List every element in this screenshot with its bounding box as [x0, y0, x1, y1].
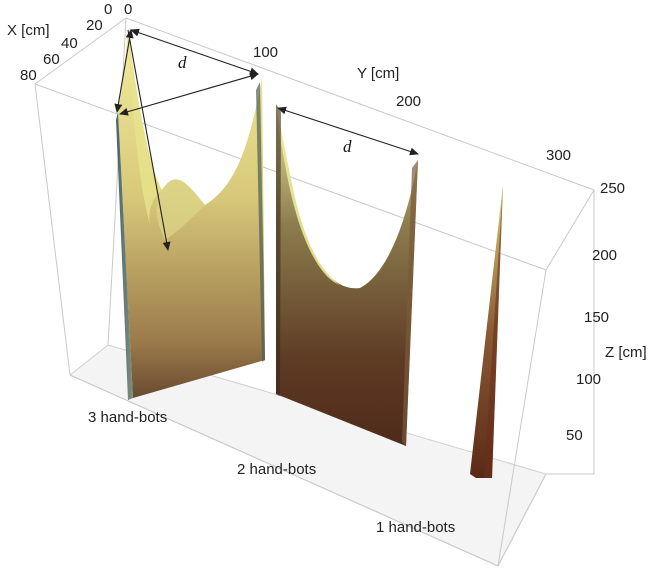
distance-label-1: d: [178, 53, 187, 72]
group-label-1-hand-bots: 1 hand-bots: [376, 519, 455, 536]
z-axis: 250 200 150 Z [cm] 100 50: [566, 180, 647, 444]
x-axis-label: X [cm]: [7, 22, 50, 39]
z-tick-50: 50: [566, 427, 583, 444]
group-label-3-hand-bots: 3 hand-bots: [88, 409, 167, 426]
z-tick-100: 100: [576, 371, 601, 388]
y-axis-label: Y [cm]: [357, 65, 399, 82]
y-tick-200: 200: [396, 93, 421, 110]
x-axis: X [cm] 0 20 40 60 80: [7, 1, 112, 84]
x-tick-0: 0: [104, 1, 112, 18]
z-tick-250: 250: [600, 180, 625, 197]
z-tick-150: 150: [584, 309, 609, 326]
distance-label-2: d: [343, 137, 352, 156]
bounding-box-front: [69, 374, 547, 567]
y-tick-100: 100: [253, 44, 278, 61]
group-label-2-hand-bots: 2 hand-bots: [237, 461, 316, 478]
x-tick-60: 60: [43, 51, 60, 68]
y-tick-0: 0: [124, 1, 132, 18]
surface-3-hand-bots: [116, 30, 265, 400]
z-tick-200: 200: [592, 247, 617, 264]
x-tick-40: 40: [61, 35, 78, 52]
x-tick-80: 80: [20, 67, 37, 84]
x-tick-20: 20: [86, 17, 103, 34]
y-tick-300: 300: [546, 147, 571, 164]
surface-1-hand-bots: [470, 185, 503, 478]
z-axis-label: Z [cm]: [605, 344, 647, 361]
surface-2-hand-bots: [276, 104, 418, 446]
distance-arrows: [114, 28, 419, 251]
y-axis: 0 100 Y [cm] 200 300: [124, 1, 571, 164]
